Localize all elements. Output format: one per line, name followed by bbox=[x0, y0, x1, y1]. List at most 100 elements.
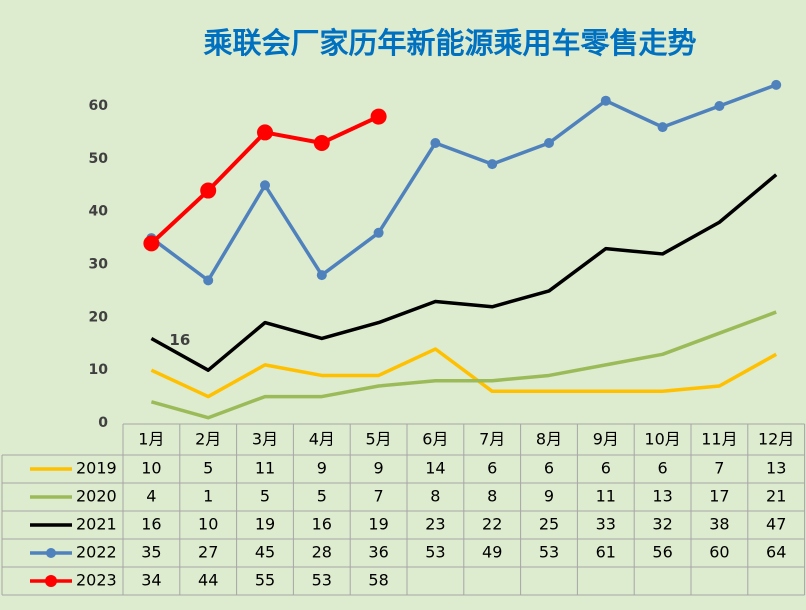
legend-label: 2019 bbox=[76, 459, 117, 478]
marker bbox=[714, 101, 725, 111]
table-value: 19 bbox=[368, 515, 388, 534]
table-value: 8 bbox=[430, 487, 440, 506]
series-line bbox=[150, 173, 778, 372]
x-tick-label: 4月 bbox=[309, 430, 335, 449]
table-value: 5 bbox=[317, 487, 327, 506]
table-value: 27 bbox=[198, 543, 218, 562]
table-value: 21 bbox=[766, 487, 786, 506]
table-value: 5 bbox=[260, 487, 270, 506]
table-value: 53 bbox=[539, 543, 559, 562]
table-value: 7 bbox=[714, 459, 724, 478]
marker bbox=[257, 124, 273, 141]
table-value: 64 bbox=[766, 543, 786, 562]
legend-label: 2022 bbox=[76, 543, 117, 562]
x-tick-label: 1月 bbox=[138, 430, 164, 449]
marker bbox=[143, 235, 160, 252]
y-tick-label: 30 bbox=[89, 257, 109, 273]
x-tick-label: 9月 bbox=[593, 430, 619, 449]
table-value: 1 bbox=[203, 487, 213, 506]
x-tick-label: 7月 bbox=[479, 430, 505, 449]
table-value: 22 bbox=[482, 515, 502, 534]
table-value: 23 bbox=[425, 515, 445, 534]
table-value: 9 bbox=[317, 459, 327, 478]
table-value: 10 bbox=[141, 459, 161, 478]
y-tick-label: 60 bbox=[89, 98, 109, 114]
table-value: 6 bbox=[544, 459, 554, 478]
table-value: 32 bbox=[652, 515, 672, 534]
table-value: 58 bbox=[368, 571, 388, 590]
table-value: 9 bbox=[374, 459, 384, 478]
data-label: 16 bbox=[169, 331, 190, 349]
table-value: 49 bbox=[482, 543, 502, 562]
series-line bbox=[150, 310, 777, 420]
table-value: 16 bbox=[141, 515, 161, 534]
table-value: 13 bbox=[652, 487, 672, 506]
table-value: 61 bbox=[596, 543, 616, 562]
marker bbox=[600, 95, 611, 106]
marker bbox=[771, 79, 782, 90]
x-tick-label: 6月 bbox=[422, 430, 448, 449]
marker bbox=[203, 275, 214, 286]
table-value: 55 bbox=[255, 571, 275, 590]
marker bbox=[544, 137, 554, 148]
table-value: 34 bbox=[141, 571, 161, 590]
y-tick-label: 0 bbox=[98, 415, 108, 431]
table-value: 44 bbox=[198, 571, 218, 590]
x-tick-label: 2月 bbox=[195, 430, 221, 449]
table-value: 6 bbox=[658, 459, 668, 478]
x-tick-label: 8月 bbox=[536, 430, 562, 449]
table-value: 53 bbox=[425, 543, 445, 562]
table-value: 28 bbox=[312, 543, 332, 562]
legend-marker bbox=[45, 575, 57, 587]
x-tick-label: 10月 bbox=[644, 430, 680, 449]
series-line bbox=[150, 347, 778, 399]
table-value: 17 bbox=[709, 487, 729, 506]
x-tick-label: 3月 bbox=[252, 430, 278, 449]
legend-marker bbox=[46, 548, 56, 558]
table-value: 33 bbox=[596, 515, 616, 534]
legend-label: 2021 bbox=[76, 515, 117, 534]
table-value: 53 bbox=[312, 571, 332, 590]
table-value: 9 bbox=[544, 487, 554, 506]
table-value: 14 bbox=[425, 459, 445, 478]
legend-label: 2020 bbox=[76, 487, 117, 506]
table-value: 45 bbox=[255, 543, 275, 562]
table-value: 5 bbox=[203, 459, 213, 478]
table-value: 10 bbox=[198, 515, 218, 534]
marker bbox=[430, 137, 441, 148]
chart-title: 乘联会厂家历年新能源乘用车零售走势 bbox=[203, 26, 696, 60]
marker bbox=[200, 182, 217, 199]
x-tick-label: 11月 bbox=[701, 430, 737, 449]
marker bbox=[373, 227, 384, 238]
table-value: 8 bbox=[487, 487, 497, 506]
table-value: 19 bbox=[255, 515, 275, 534]
table-value: 38 bbox=[709, 515, 729, 534]
legend-label: 2023 bbox=[76, 571, 117, 590]
table-value: 7 bbox=[374, 487, 384, 506]
table-value: 35 bbox=[141, 543, 161, 562]
table-value: 60 bbox=[709, 543, 729, 562]
marker bbox=[313, 134, 330, 151]
y-tick-label: 20 bbox=[89, 309, 109, 325]
table-value: 16 bbox=[312, 515, 332, 534]
table-value: 6 bbox=[487, 459, 497, 478]
table-value: 13 bbox=[766, 459, 786, 478]
table-value: 36 bbox=[368, 543, 388, 562]
y-tick-label: 10 bbox=[89, 362, 109, 378]
table-value: 11 bbox=[596, 487, 616, 506]
table-value: 56 bbox=[652, 543, 672, 562]
x-tick-label: 12月 bbox=[758, 430, 794, 449]
marker bbox=[370, 108, 387, 125]
table-value: 47 bbox=[766, 515, 786, 534]
series-line bbox=[150, 83, 777, 283]
marker bbox=[657, 122, 668, 133]
y-tick-label: 40 bbox=[89, 204, 109, 220]
table-value: 11 bbox=[255, 459, 275, 478]
table-value: 25 bbox=[539, 515, 559, 534]
table-value: 4 bbox=[146, 487, 156, 506]
table-value: 6 bbox=[601, 459, 611, 478]
marker bbox=[316, 270, 327, 281]
y-tick-label: 50 bbox=[89, 151, 109, 167]
